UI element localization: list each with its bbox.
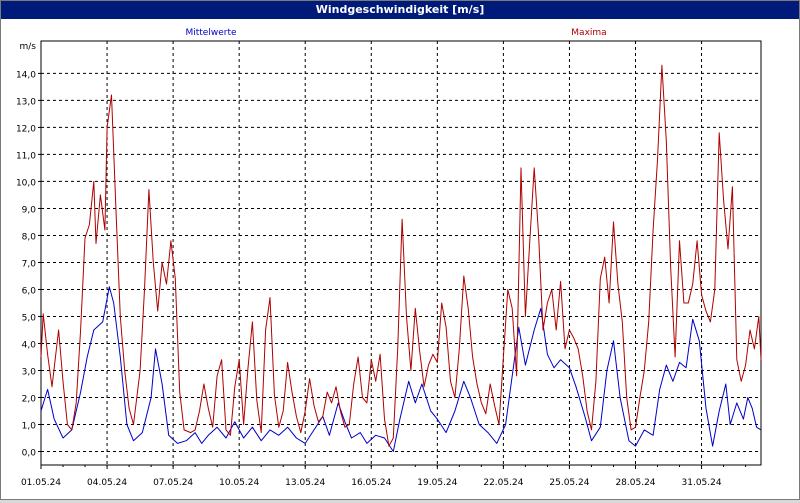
y-axis-label: m/s xyxy=(20,42,37,52)
x-tick-label: 25.05.24 xyxy=(549,478,589,488)
y-tick-label: 3,0 xyxy=(22,367,37,377)
x-tick-label: 19.05.24 xyxy=(417,478,457,488)
y-tick-label: 1,0 xyxy=(22,421,37,431)
y-tick-label: 6,0 xyxy=(22,286,37,296)
x-tick-label: 01.05.24 xyxy=(21,478,61,488)
x-tick-label: 07.05.24 xyxy=(153,478,193,488)
x-tick-label: 10.05.24 xyxy=(219,478,259,488)
y-tick-label: 4,0 xyxy=(22,340,37,350)
x-tick-label: 04.05.24 xyxy=(87,478,127,488)
y-tick-label: 2,0 xyxy=(22,394,37,404)
legend-mittelwerte: Mittelwerte xyxy=(185,28,236,38)
y-tick-label: 11,0 xyxy=(16,151,36,161)
x-tick-label: 28.05.24 xyxy=(615,478,655,488)
y-tick-label: 14,0 xyxy=(16,70,36,80)
y-tick-label: 9,0 xyxy=(22,205,37,215)
series-line-maxima xyxy=(40,64,762,447)
legend-maxima: Maxima xyxy=(571,28,606,38)
chart-area: 0,0 1,0 2,0 3,0 4,0 5,0 6,0 7,0 8,0 9,0 10,0 11,0 12… xyxy=(1,19,799,499)
x-tick-label: 22.05.24 xyxy=(483,478,523,488)
x-tick-label: 31.05.24 xyxy=(682,478,722,488)
x-tick-label: 13.05.24 xyxy=(285,478,325,488)
plot-frame xyxy=(40,40,762,466)
y-tick-label: 10,0 xyxy=(16,178,36,188)
wind-speed-chart: 0,0 1,0 2,0 3,0 4,0 5,0 6,0 7,0 8,0 9,0 10,0 11,0 12… xyxy=(16,28,762,488)
chart-title: Windgeschwindigkeit [m/s] xyxy=(1,1,799,19)
y-tick-label: 7,0 xyxy=(22,259,37,269)
y-tick-label: 12,0 xyxy=(16,124,36,134)
y-tick-label: 5,0 xyxy=(22,313,37,323)
y-tick-label: 13,0 xyxy=(16,97,36,107)
series-line-mittelwerte xyxy=(40,286,762,452)
y-tick-label: 0,0 xyxy=(22,448,37,458)
y-tick-label: 8,0 xyxy=(22,232,37,242)
x-tick-label: 16.05.24 xyxy=(351,478,391,488)
